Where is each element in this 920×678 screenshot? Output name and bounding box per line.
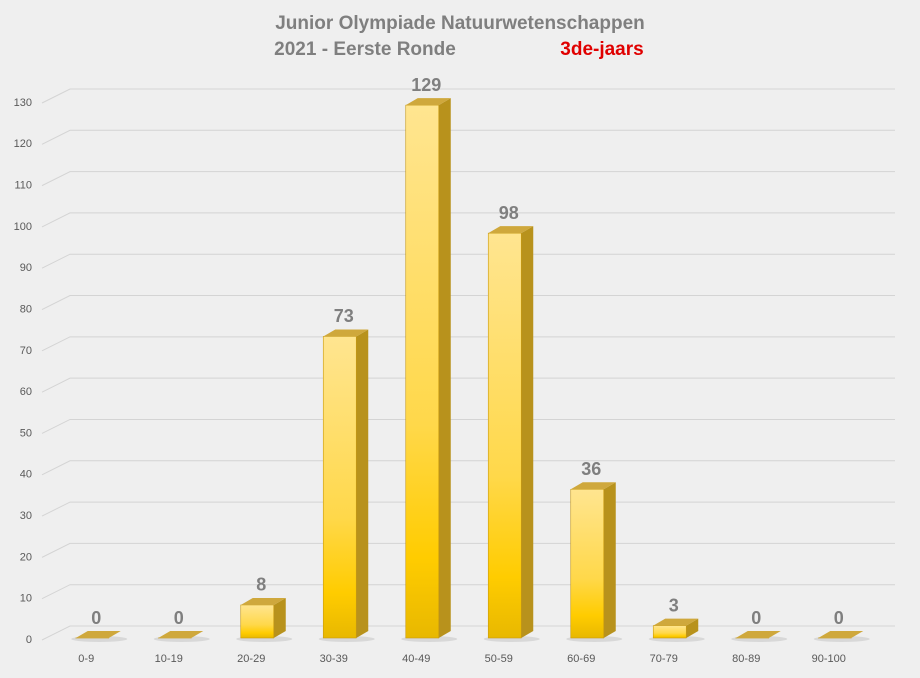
grid-line (41, 171, 895, 187)
grid-line (41, 212, 895, 228)
x-tick-label: 90-100 (812, 653, 846, 665)
bar (240, 604, 275, 639)
x-tick-label: 80-89 (732, 653, 760, 665)
y-tick-label: 80 (20, 303, 32, 315)
value-label: 36 (581, 459, 601, 479)
bar (405, 104, 440, 639)
value-label: 129 (411, 75, 441, 95)
y-tick-label: 60 (20, 386, 32, 398)
grid-line (41, 584, 895, 600)
bar-top (240, 597, 286, 605)
bar-top (75, 631, 121, 638)
x-tick-label: 40-49 (402, 653, 430, 665)
grid-line (41, 460, 895, 476)
value-label: 0 (751, 608, 761, 628)
value-label: 8 (256, 575, 266, 595)
bar (322, 336, 357, 639)
bar-top (818, 631, 864, 638)
y-tick-label: 70 (20, 345, 32, 357)
bar (487, 232, 522, 639)
bar-side (273, 597, 286, 638)
grid-line (41, 625, 895, 641)
x-tick-label: 20-29 (237, 653, 265, 665)
annotation: 3de-jaars (560, 39, 643, 60)
y-tick-label: 50 (20, 427, 32, 439)
chart-subtitle: 2021 - Eerste Ronde (274, 39, 456, 60)
value-label: 0 (91, 608, 101, 628)
grid-line (41, 88, 895, 104)
bar (652, 625, 687, 639)
chart-title: Junior Olympiade Natuurwetenschappen (275, 13, 645, 34)
bar-side (521, 226, 534, 638)
bar-top (488, 226, 534, 234)
bar-top (570, 482, 616, 490)
bar-top (158, 631, 204, 638)
grid-line (41, 542, 895, 558)
y-tick-label: 90 (20, 262, 32, 274)
grid-line (41, 336, 895, 352)
value-label: 98 (499, 203, 519, 223)
bar-side (356, 329, 369, 638)
bar-top (405, 98, 451, 106)
x-tick-label: 10-19 (155, 653, 183, 665)
y-tick-label: 10 (20, 593, 32, 605)
grid-line (41, 295, 895, 310)
x-tick-label: 30-39 (320, 653, 348, 665)
x-tick-label: 50-59 (485, 653, 513, 665)
bar (570, 488, 605, 639)
value-label: 3 (669, 595, 679, 615)
y-tick-label: 20 (20, 551, 32, 563)
y-tick-label: 0 (26, 634, 32, 646)
x-tick-label: 0-9 (78, 653, 94, 665)
y-tick-label: 40 (20, 469, 32, 481)
grid-line (41, 418, 895, 434)
x-tick-label: 70-79 (650, 653, 678, 665)
bar-side (603, 482, 616, 638)
y-tick-label: 130 (14, 97, 32, 109)
value-label: 0 (834, 608, 844, 628)
bar-top (323, 329, 369, 337)
y-tick-label: 110 (14, 180, 32, 192)
y-tick-label: 30 (20, 510, 32, 522)
grid-line (41, 129, 895, 145)
value-label: 73 (334, 306, 354, 326)
grid-line (41, 501, 895, 517)
grid-line (41, 253, 895, 269)
y-tick-label: 100 (14, 221, 32, 233)
bar-side (686, 618, 699, 638)
grid-line (41, 377, 895, 393)
x-tick-label: 60-69 (567, 653, 595, 665)
bar-side (438, 98, 451, 639)
bar-top (653, 618, 699, 626)
y-tick-label: 120 (14, 138, 32, 150)
value-label: 0 (174, 608, 184, 628)
bar-top (735, 631, 781, 638)
